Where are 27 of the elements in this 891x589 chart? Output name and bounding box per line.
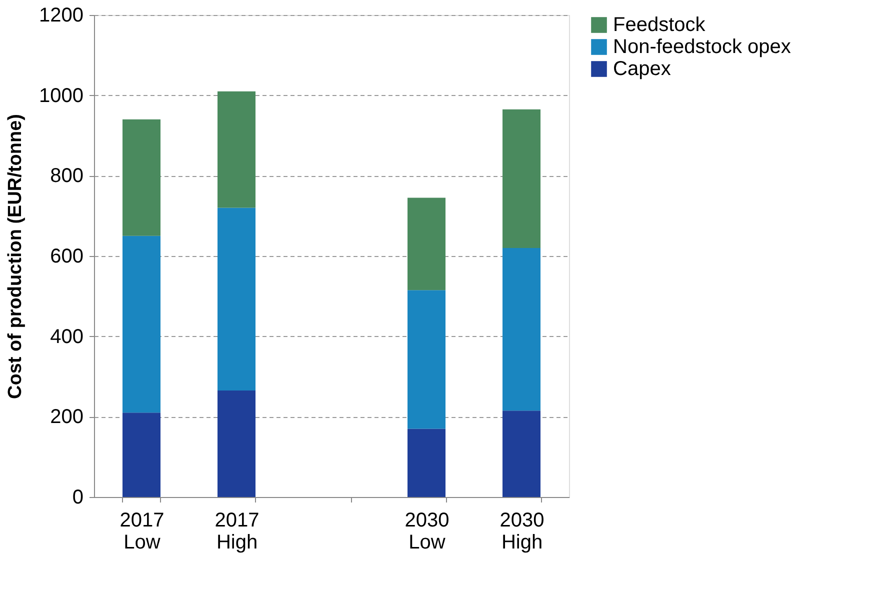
bar (408, 428, 446, 497)
bar (502, 248, 540, 411)
bar (502, 410, 540, 497)
x-tick-label: 2030 High (500, 510, 544, 554)
y-tick-label: 800 (50, 165, 84, 188)
legend-label: Capex (613, 58, 671, 80)
bar (218, 208, 256, 391)
x-tick-label: 2017 Low (120, 510, 164, 554)
bar (122, 236, 160, 413)
y-axis-title: Cost of production (EUR/tonne) (5, 114, 26, 399)
bar (218, 91, 256, 208)
x-tick-label: 2017 High (214, 510, 260, 554)
legend-label: Non-feedstock opex (613, 36, 791, 58)
y-tick-label: 600 (50, 246, 84, 268)
bar (502, 109, 540, 248)
y-tick-label: 400 (50, 326, 84, 348)
legend-label: Feedstock (613, 14, 706, 36)
bar (408, 198, 446, 290)
y-tick-label: 1000 (39, 84, 84, 107)
bar (122, 119, 160, 236)
x-tick-label: 2030 Low (404, 510, 450, 554)
bar (408, 290, 446, 429)
bar (218, 390, 256, 497)
y-tick-label: 1200 (39, 4, 84, 26)
bar (122, 412, 160, 497)
y-tick-label: 0 (72, 486, 84, 508)
y-tick-label: 200 (50, 406, 84, 428)
